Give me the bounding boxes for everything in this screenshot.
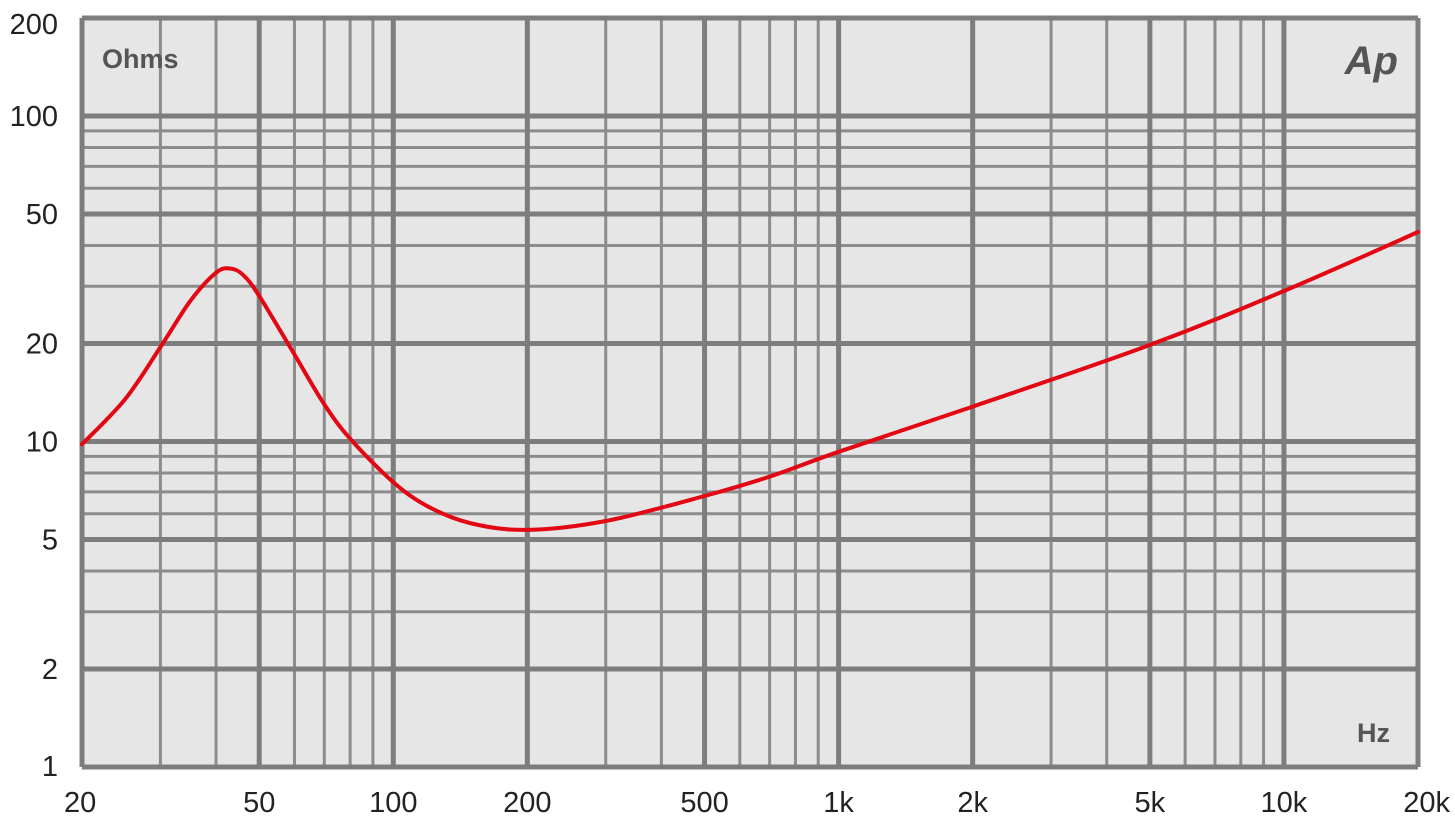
x-tick-label: 200 bbox=[503, 787, 551, 819]
y-tick-label: 20 bbox=[26, 329, 58, 361]
x-tick-label: 50 bbox=[243, 787, 275, 819]
x-axis-tick-labels: 20 50 100 200 500 1k 2k 5k 10k 20k bbox=[64, 787, 1450, 819]
x-tick-label: 20k bbox=[1403, 787, 1450, 819]
y-unit-label: Ohms bbox=[102, 44, 179, 74]
x-unit-label: Hz bbox=[1357, 718, 1390, 748]
x-tick-label: 1k bbox=[823, 787, 854, 819]
y-tick-label: 2 bbox=[42, 654, 58, 686]
y-tick-label: 100 bbox=[10, 101, 58, 133]
y-tick-label: 5 bbox=[42, 524, 58, 556]
y-tick-label: 50 bbox=[26, 199, 58, 231]
x-tick-label: 100 bbox=[369, 787, 417, 819]
y-tick-label: 200 bbox=[10, 9, 58, 41]
x-tick-label: 10k bbox=[1261, 787, 1308, 819]
grid bbox=[79, 15, 1421, 770]
x-tick-label: 5k bbox=[1135, 787, 1166, 819]
x-tick-label: 500 bbox=[680, 787, 728, 819]
x-tick-label: 2k bbox=[957, 787, 988, 819]
y-axis-tick-labels: 1 2 5 10 20 50 100 200 bbox=[10, 9, 58, 783]
plot-background bbox=[82, 18, 1418, 767]
impedance-curve bbox=[80, 230, 1420, 532]
y-tick-label: 1 bbox=[42, 751, 58, 783]
x-tick-label: 20 bbox=[64, 787, 96, 819]
ap-logo: Ap bbox=[1344, 39, 1398, 83]
y-tick-label: 10 bbox=[26, 426, 58, 458]
